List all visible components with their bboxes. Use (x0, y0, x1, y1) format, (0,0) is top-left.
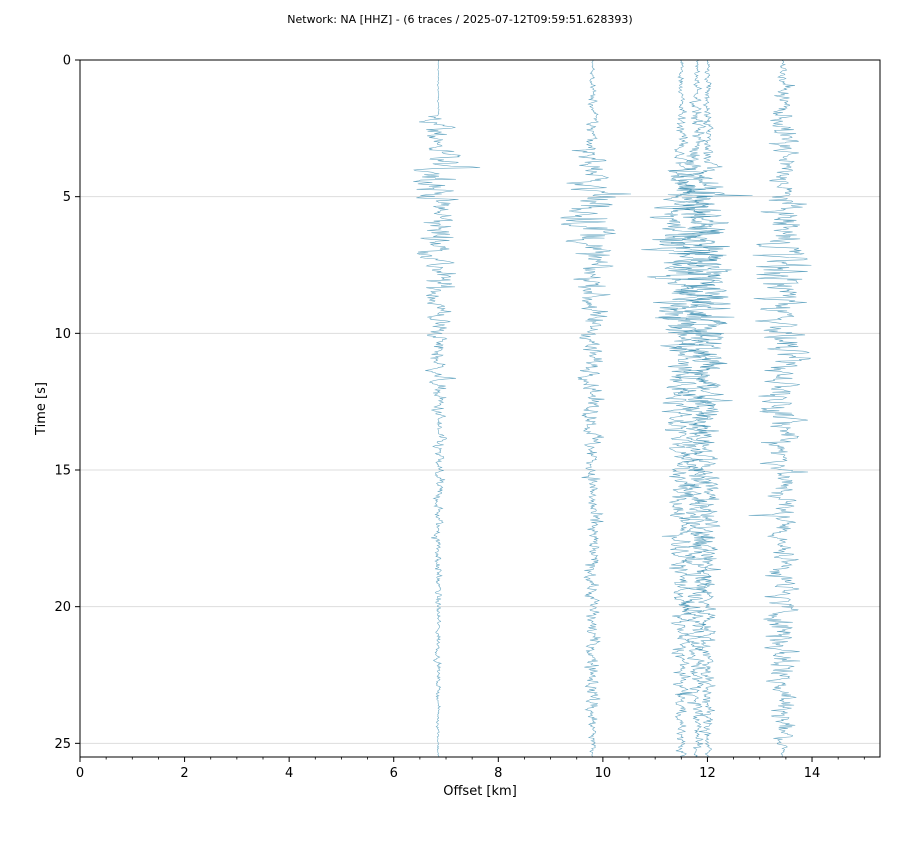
y-tick-label: 25 (54, 737, 71, 752)
seismic-trace (641, 59, 713, 758)
y-axis-ticks: 0 5 10 15 20 25 (54, 54, 80, 752)
plot-frame (79, 59, 881, 758)
y-tick-label: 10 (54, 327, 71, 342)
y-tick-label: 5 (63, 190, 71, 205)
seismic-trace (748, 59, 812, 758)
x-tick-label: 8 (494, 766, 502, 781)
x-axis-ticks: 0 2 4 6 8 10 12 14 (76, 757, 865, 781)
page-title: Network: NA [HHZ] - (6 traces / 2025-07-… (287, 13, 633, 26)
seismic-trace (560, 59, 632, 758)
x-tick-label: 2 (180, 766, 188, 781)
seismic-trace (654, 59, 733, 758)
y-tick-label: 0 (63, 54, 71, 69)
x-axis-label: Offset [km] (443, 784, 517, 799)
seismic-trace (663, 59, 753, 758)
x-tick-label: 6 (390, 766, 398, 781)
y-axis-label: Time [s] (34, 382, 49, 436)
grid-lines (80, 196, 880, 744)
x-tick-label: 0 (76, 766, 84, 781)
x-tick-label: 10 (595, 766, 612, 781)
seismic-trace (413, 59, 481, 758)
x-tick-label: 12 (699, 766, 716, 781)
y-tick-label: 15 (54, 464, 71, 479)
y-tick-label: 20 (54, 600, 71, 615)
x-tick-label: 4 (285, 766, 293, 781)
traces (413, 59, 812, 758)
x-tick-label: 14 (804, 766, 821, 781)
